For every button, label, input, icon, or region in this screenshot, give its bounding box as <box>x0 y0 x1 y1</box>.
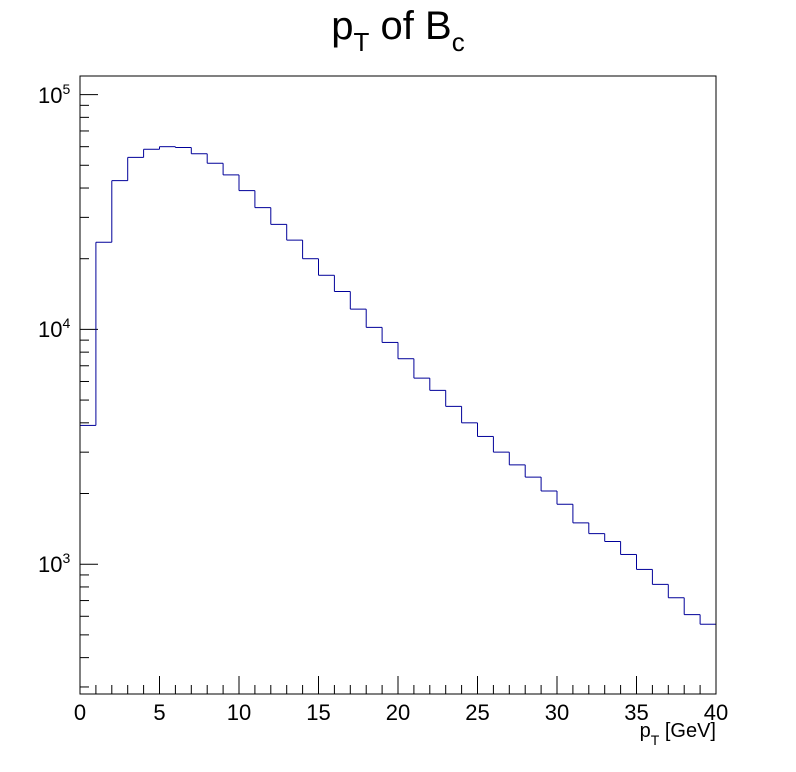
y-tick-label: 105 <box>38 80 71 108</box>
x-tick-label: 0 <box>73 700 87 725</box>
x-tick-label: 35 <box>624 700 649 725</box>
x-tick-label: 10 <box>226 700 252 725</box>
y-tick-label: 103 <box>38 550 71 578</box>
x-tick-label: 15 <box>306 700 331 725</box>
x-tick-label: 25 <box>465 700 490 725</box>
chart-title: pT of Bc <box>331 4 465 57</box>
plot-frame <box>79 75 717 695</box>
x-tick-label: 40 <box>703 700 729 725</box>
y-tick-label: 104 <box>38 315 71 343</box>
x-tick-label: 5 <box>153 700 166 725</box>
x-tick-label: 30 <box>544 700 570 725</box>
x-tick-label: 20 <box>385 700 411 725</box>
x-axis-title: pT [GeV] <box>639 720 716 748</box>
